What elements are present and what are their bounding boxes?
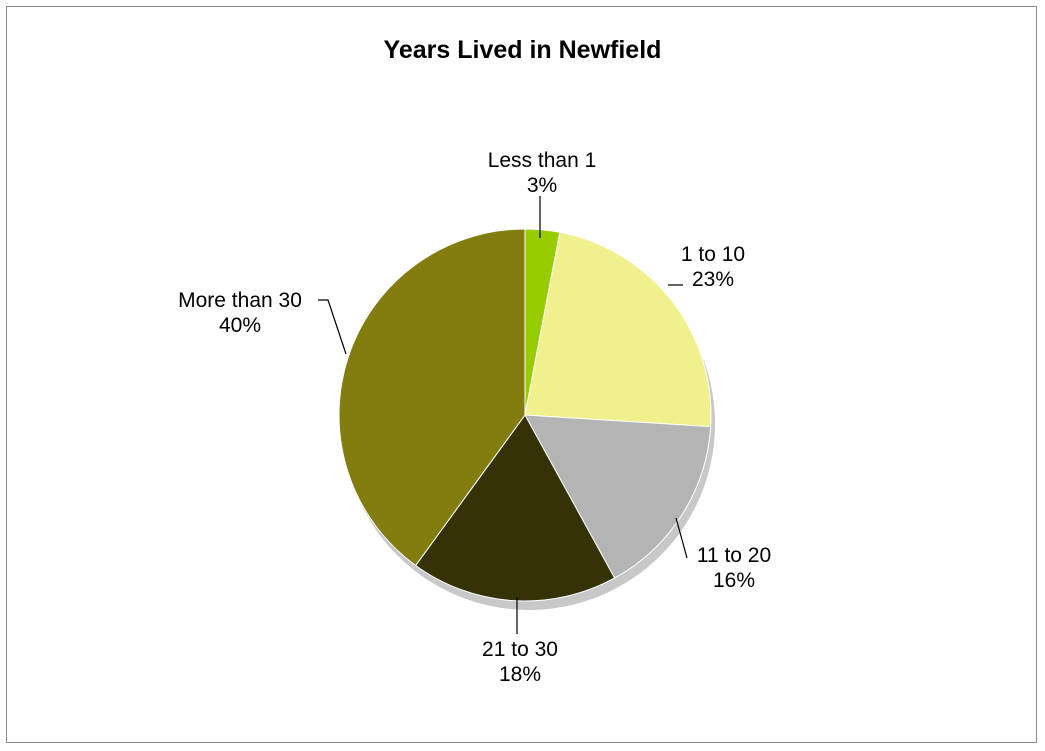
slice-label-21-to-30: 21 to 30 18% — [482, 637, 558, 687]
leader-line-more-than-30 — [318, 299, 347, 355]
leader-line-11-to-20 — [675, 517, 688, 559]
pie-slice-21-to-30 — [414, 414, 616, 602]
chart-title: Years Lived in Newfield — [383, 36, 662, 64]
pie-slice-11-to-20 — [524, 414, 712, 579]
slice-label-percent: 40% — [218, 314, 262, 337]
slice-label-name: Less than 1 — [487, 149, 597, 172]
slice-label-percent: 18% — [498, 663, 542, 686]
slice-label-name: More than 30 — [178, 289, 302, 312]
slice-label-name: 11 to 20 — [696, 544, 772, 567]
slice-label-more-than-30: More than 30 40% — [178, 288, 302, 338]
slice-label-less-than-1: Less than 1 3% — [488, 148, 597, 198]
slice-label-percent: 23% — [691, 268, 735, 291]
slice-label-name: 21 to 30 — [482, 638, 558, 661]
slice-label-percent: 3% — [526, 174, 558, 197]
slice-label-percent: 16% — [712, 569, 756, 592]
pie-slice-more-than-30 — [338, 228, 526, 567]
slice-label-11-to-20: 11 to 20 16% — [697, 543, 771, 593]
pie-slice-1-to-10 — [524, 231, 712, 428]
slice-label-name: 1 to 10 — [680, 243, 746, 266]
slice-label-1-to-10: 1 to 10 23% — [681, 242, 745, 292]
